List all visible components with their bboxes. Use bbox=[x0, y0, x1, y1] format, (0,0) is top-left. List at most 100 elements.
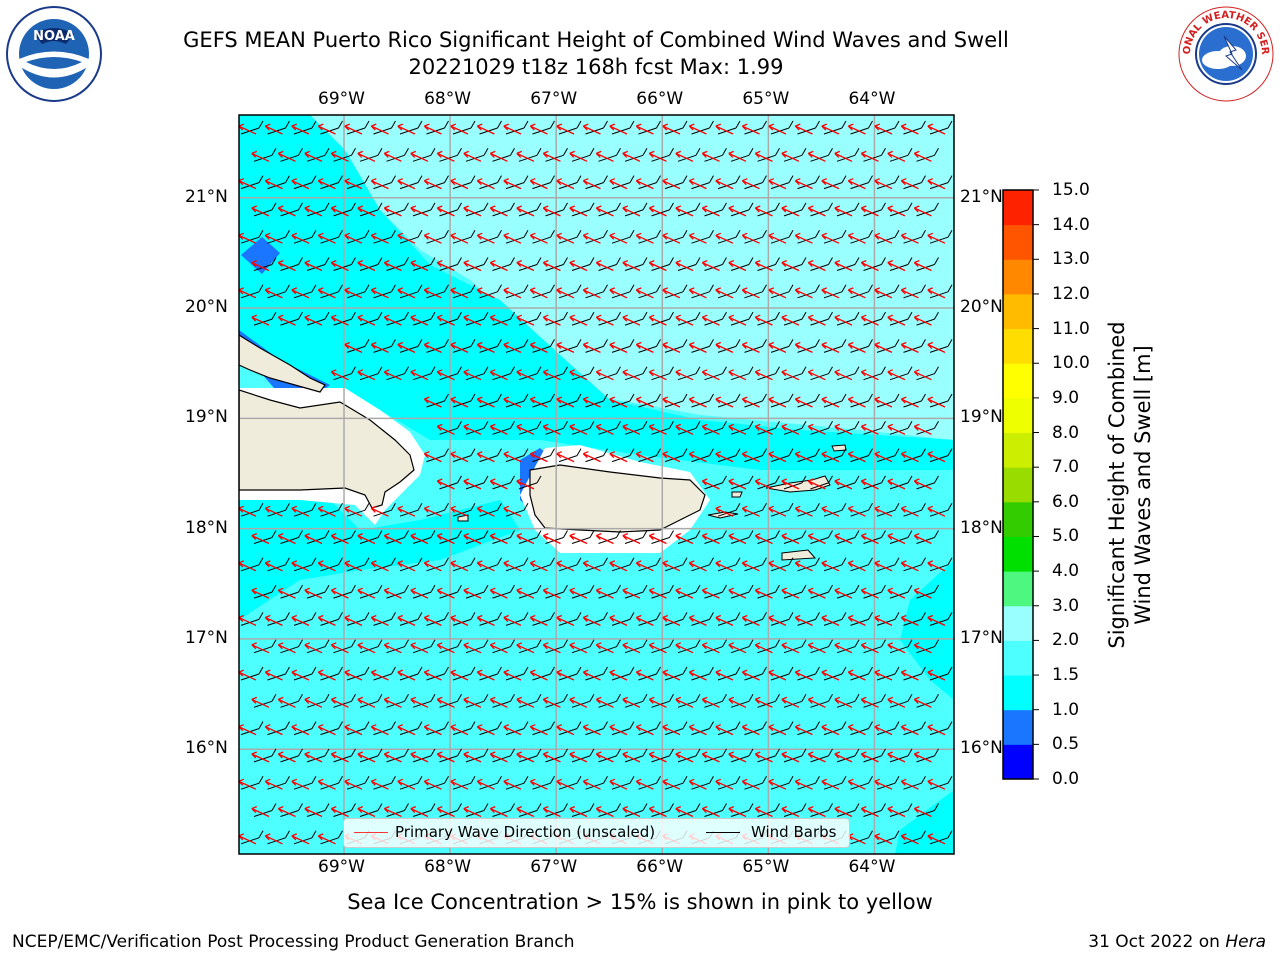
wave-direction-arrow bbox=[463, 696, 482, 708]
wave-direction-arrow bbox=[397, 724, 416, 736]
wave-direction-arrow bbox=[569, 259, 588, 272]
wave-direction-arrow bbox=[887, 205, 906, 217]
land-north-coast bbox=[239, 334, 326, 393]
wave-direction-arrow bbox=[648, 642, 667, 654]
wave-direction-arrow bbox=[569, 587, 588, 599]
wave-direction-arrow bbox=[410, 314, 429, 326]
colorbar-tick-label: 7.0 bbox=[1052, 457, 1080, 478]
wave-direction-arrow bbox=[503, 778, 522, 790]
wave-direction-arrow bbox=[304, 587, 323, 599]
wave-direction-arrow bbox=[529, 341, 548, 353]
wave-direction-arrow bbox=[635, 560, 654, 572]
wave-direction-arrow bbox=[569, 642, 588, 654]
wave-direction-arrow bbox=[556, 178, 575, 190]
wave-direction-arrow bbox=[635, 287, 654, 299]
wave-direction-arrow bbox=[781, 369, 800, 381]
wave-direction-arrow bbox=[887, 696, 906, 708]
wave-direction-arrow bbox=[913, 805, 932, 818]
wave-direction-arrow bbox=[927, 287, 946, 299]
wave-direction-arrow bbox=[781, 642, 800, 654]
wave-direction-arrow bbox=[383, 642, 402, 654]
wave-direction-arrow bbox=[304, 314, 323, 326]
wave-direction-arrow bbox=[595, 423, 614, 435]
wave-direction-arrow bbox=[887, 532, 906, 545]
wave-direction-arrow bbox=[450, 560, 469, 572]
wave-direction-arrow bbox=[781, 696, 800, 708]
wave-direction-arrow bbox=[609, 287, 628, 299]
wave-direction-arrow bbox=[807, 805, 826, 818]
wave-direction-arrow bbox=[251, 532, 270, 545]
wave-direction-arrow bbox=[582, 451, 601, 463]
wave-direction-arrow bbox=[476, 123, 495, 135]
wave-direction-arrow bbox=[927, 724, 946, 736]
wave-direction-arrow bbox=[476, 178, 495, 190]
lat-label-right: 21°N bbox=[960, 186, 1003, 207]
wave-direction-arrow bbox=[450, 287, 469, 299]
wave-direction-arrow bbox=[927, 451, 946, 463]
wave-direction-arrow bbox=[317, 505, 336, 517]
wave-direction-arrow bbox=[834, 642, 853, 654]
wave-direction-arrow bbox=[489, 587, 508, 599]
wave-direction-arrow bbox=[741, 560, 760, 572]
wave-direction-arrow bbox=[728, 205, 747, 217]
legend-barb-label: Wind Barbs bbox=[751, 823, 837, 841]
wave-direction-arrow bbox=[913, 587, 932, 599]
lon-label-bottom: 64°W bbox=[848, 857, 896, 877]
wave-direction-arrow bbox=[556, 451, 575, 463]
lon-label-bottom: 65°W bbox=[742, 857, 790, 877]
wave-direction-arrow bbox=[834, 259, 853, 272]
wave-direction-arrow bbox=[489, 314, 508, 326]
colorbar-tick-label: 1.5 bbox=[1052, 665, 1080, 686]
lon-label-top: 67°W bbox=[530, 89, 578, 109]
wave-direction-arrow bbox=[423, 123, 442, 135]
wave-direction-arrow bbox=[622, 587, 641, 599]
wave-direction-arrow bbox=[754, 805, 773, 818]
wave-direction-arrow bbox=[728, 259, 747, 272]
wave-direction-arrow bbox=[503, 560, 522, 572]
wave-direction-arrow bbox=[900, 123, 919, 135]
wave-direction-arrow bbox=[436, 369, 455, 381]
lon-label-top: 68°W bbox=[424, 89, 472, 109]
wave-direction-arrow bbox=[264, 724, 283, 736]
wave-direction-arrow bbox=[622, 205, 641, 217]
wave-direction-arrow bbox=[383, 314, 402, 326]
wave-direction-arrow bbox=[542, 587, 561, 599]
wave-direction-arrow bbox=[635, 123, 654, 135]
wave-direction-arrow bbox=[688, 451, 707, 463]
wave-direction-arrow bbox=[635, 232, 654, 244]
wave-direction-arrow bbox=[913, 532, 932, 545]
wave-direction-arrow bbox=[344, 287, 363, 299]
wave-direction-arrow bbox=[436, 751, 455, 763]
wave-direction-arrow bbox=[503, 123, 522, 135]
wave-direction-arrow bbox=[662, 123, 681, 135]
wave-direction-arrow bbox=[423, 724, 442, 736]
wave-direction-arrow bbox=[927, 833, 946, 845]
wave-direction-arrow bbox=[794, 341, 813, 353]
wave-direction-arrow bbox=[821, 451, 840, 463]
wave-direction-arrow bbox=[874, 669, 893, 681]
wave-direction-arrow bbox=[728, 314, 747, 326]
sea-ice-note: Sea Ice Concentration > 15% is shown in … bbox=[347, 890, 933, 914]
wave-direction-arrow bbox=[291, 778, 310, 790]
wave-direction-arrow bbox=[741, 232, 760, 244]
wave-direction-arrow bbox=[834, 150, 853, 162]
wave-direction-arrow bbox=[463, 150, 482, 162]
wave-direction-arrow bbox=[529, 669, 548, 681]
wave-direction-arrow bbox=[277, 696, 296, 708]
wave-direction-arrow bbox=[489, 696, 508, 708]
wave-direction-arrow bbox=[688, 396, 707, 408]
wave-direction-arrow bbox=[807, 478, 826, 490]
wave-direction-arrow bbox=[264, 287, 283, 299]
wave-direction-arrow bbox=[556, 232, 575, 244]
wave-direction-arrow bbox=[768, 232, 787, 244]
wave-direction-arrow bbox=[701, 587, 720, 599]
wave-direction-arrow bbox=[330, 642, 349, 654]
wave-direction-arrow bbox=[330, 369, 349, 381]
wave-direction-arrow bbox=[357, 587, 376, 599]
wave-direction-arrow bbox=[450, 178, 469, 190]
wave-direction-arrow bbox=[463, 205, 482, 217]
wave-direction-arrow bbox=[609, 123, 628, 135]
wave-direction-arrow bbox=[807, 642, 826, 654]
wave-direction-arrow bbox=[834, 478, 853, 490]
wave-direction-arrow bbox=[874, 833, 893, 845]
